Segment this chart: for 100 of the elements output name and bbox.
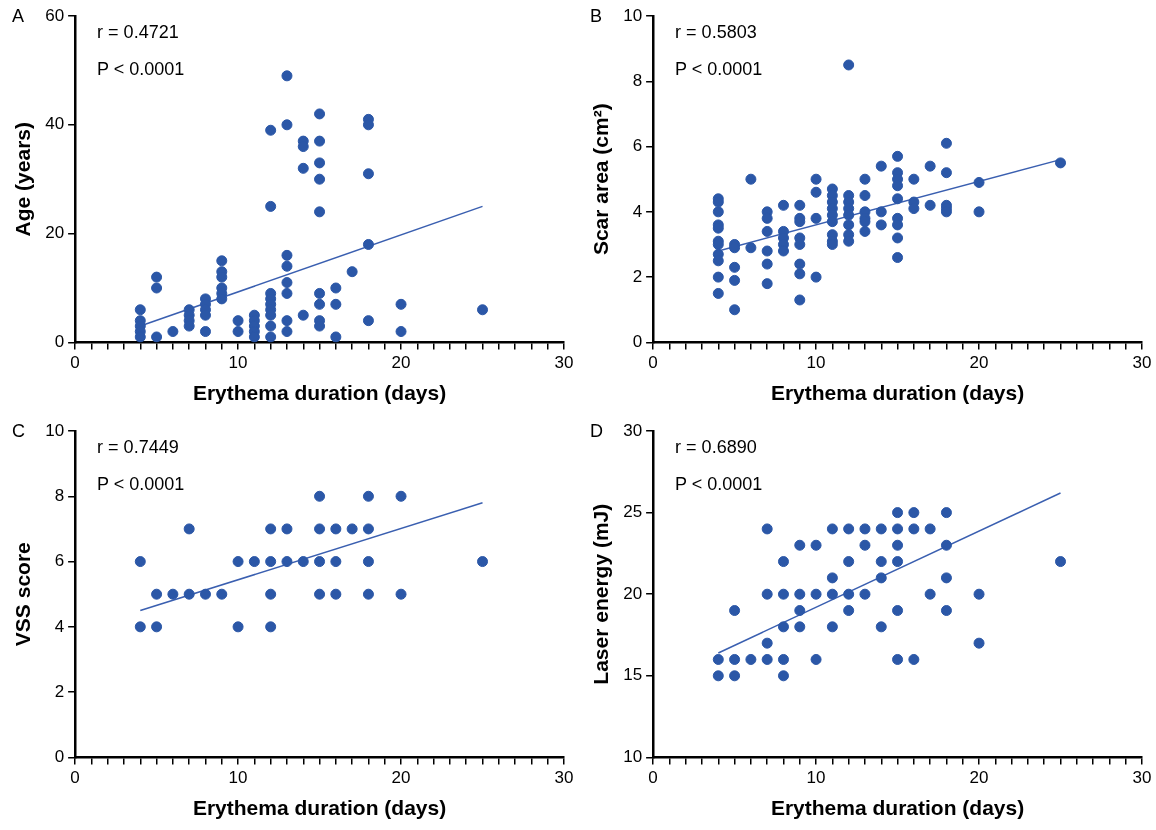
point: [843, 605, 855, 617]
point: [395, 490, 407, 502]
point: [232, 556, 244, 568]
point: [843, 556, 855, 568]
point: [265, 588, 277, 600]
point: [151, 621, 163, 633]
x-tick-label: 0: [70, 768, 80, 788]
x-tick-label: 30: [1132, 768, 1152, 788]
x-tick-label: 20: [969, 768, 989, 788]
point: [794, 621, 806, 633]
x-axis-title: Erythema duration (days): [192, 796, 447, 820]
point: [362, 490, 374, 502]
point: [777, 653, 789, 665]
y-tick-label: 10: [45, 420, 65, 440]
point: [330, 588, 342, 600]
y-tick-label: 20: [45, 223, 65, 243]
point: [362, 588, 374, 600]
point: [826, 621, 838, 633]
x-tick-label: 20: [969, 353, 989, 373]
x-tick-label: 10: [806, 353, 826, 373]
point: [924, 588, 936, 600]
point: [712, 653, 724, 665]
y-tick-label: 8: [632, 70, 643, 90]
point: [477, 556, 489, 568]
y-axis-title: Scar area (cm²): [589, 103, 613, 256]
point: [826, 523, 838, 535]
y-tick-label: 4: [632, 201, 643, 221]
point: [892, 507, 904, 519]
point: [761, 653, 773, 665]
point: [151, 588, 163, 600]
point: [777, 556, 789, 568]
x-tick-label: 30: [554, 768, 574, 788]
point: [810, 653, 822, 665]
annotation: P < 0.0001: [97, 473, 185, 494]
x-tick-label: 0: [648, 768, 658, 788]
point: [167, 588, 179, 600]
y-tick-label: 25: [623, 502, 643, 522]
point: [395, 588, 407, 600]
x-axis-title: Erythema duration (days): [192, 381, 447, 405]
point: [875, 572, 887, 584]
point: [892, 653, 904, 665]
annotation: r = 0.4721: [97, 21, 179, 42]
point: [729, 670, 741, 682]
y-tick-label: 8: [54, 485, 65, 505]
x-axis-title: Erythema duration (days): [770, 796, 1025, 820]
text: B: [590, 5, 603, 26]
point: [248, 556, 260, 568]
point: [761, 523, 773, 535]
y-tick-label: 15: [623, 665, 643, 685]
point: [777, 588, 789, 600]
annotation: r = 0.5803: [675, 21, 757, 42]
point: [183, 588, 195, 600]
x-tick-label: 10: [228, 768, 248, 788]
y-axis-title: Age (years): [11, 122, 35, 237]
point: [908, 523, 920, 535]
point: [314, 556, 326, 568]
y-axis-title: VSS score: [11, 542, 35, 647]
point: [281, 556, 293, 568]
point: [362, 523, 374, 535]
point: [712, 670, 724, 682]
point: [826, 572, 838, 584]
point: [908, 507, 920, 519]
x-tick-label: 30: [1132, 353, 1152, 373]
point: [940, 507, 952, 519]
text: A: [12, 5, 25, 26]
point: [362, 556, 374, 568]
y-tick-label: 0: [632, 332, 643, 352]
y-tick-label: 6: [632, 136, 643, 156]
point: [1055, 556, 1067, 568]
point: [134, 621, 146, 633]
point: [794, 539, 806, 551]
point: [330, 556, 342, 568]
point: [973, 637, 985, 649]
x-tick-label: 20: [391, 353, 411, 373]
y-tick-label: 2: [54, 681, 65, 701]
y-tick-label: 4: [54, 616, 65, 636]
point: [940, 605, 952, 617]
x-tick-label: 20: [391, 768, 411, 788]
y-tick-label: 30: [623, 420, 643, 440]
y-tick-label: 0: [54, 332, 65, 352]
annotation: r = 0.6890: [675, 436, 757, 457]
y-tick-label: 60: [45, 5, 65, 25]
x-tick-label: 10: [228, 353, 248, 373]
point: [892, 605, 904, 617]
y-tick-label: 20: [623, 583, 643, 603]
point: [875, 523, 887, 535]
point: [794, 605, 806, 617]
point: [281, 523, 293, 535]
point: [216, 588, 228, 600]
x-axis-title: Erythema duration (days): [770, 381, 1025, 405]
point: [297, 556, 309, 568]
point: [843, 588, 855, 600]
point: [729, 653, 741, 665]
point: [777, 621, 789, 633]
point: [940, 539, 952, 551]
point: [729, 605, 741, 617]
point: [777, 670, 789, 682]
point: [859, 523, 871, 535]
y-tick-label: 40: [45, 114, 65, 134]
annotation: P < 0.0001: [97, 58, 185, 79]
